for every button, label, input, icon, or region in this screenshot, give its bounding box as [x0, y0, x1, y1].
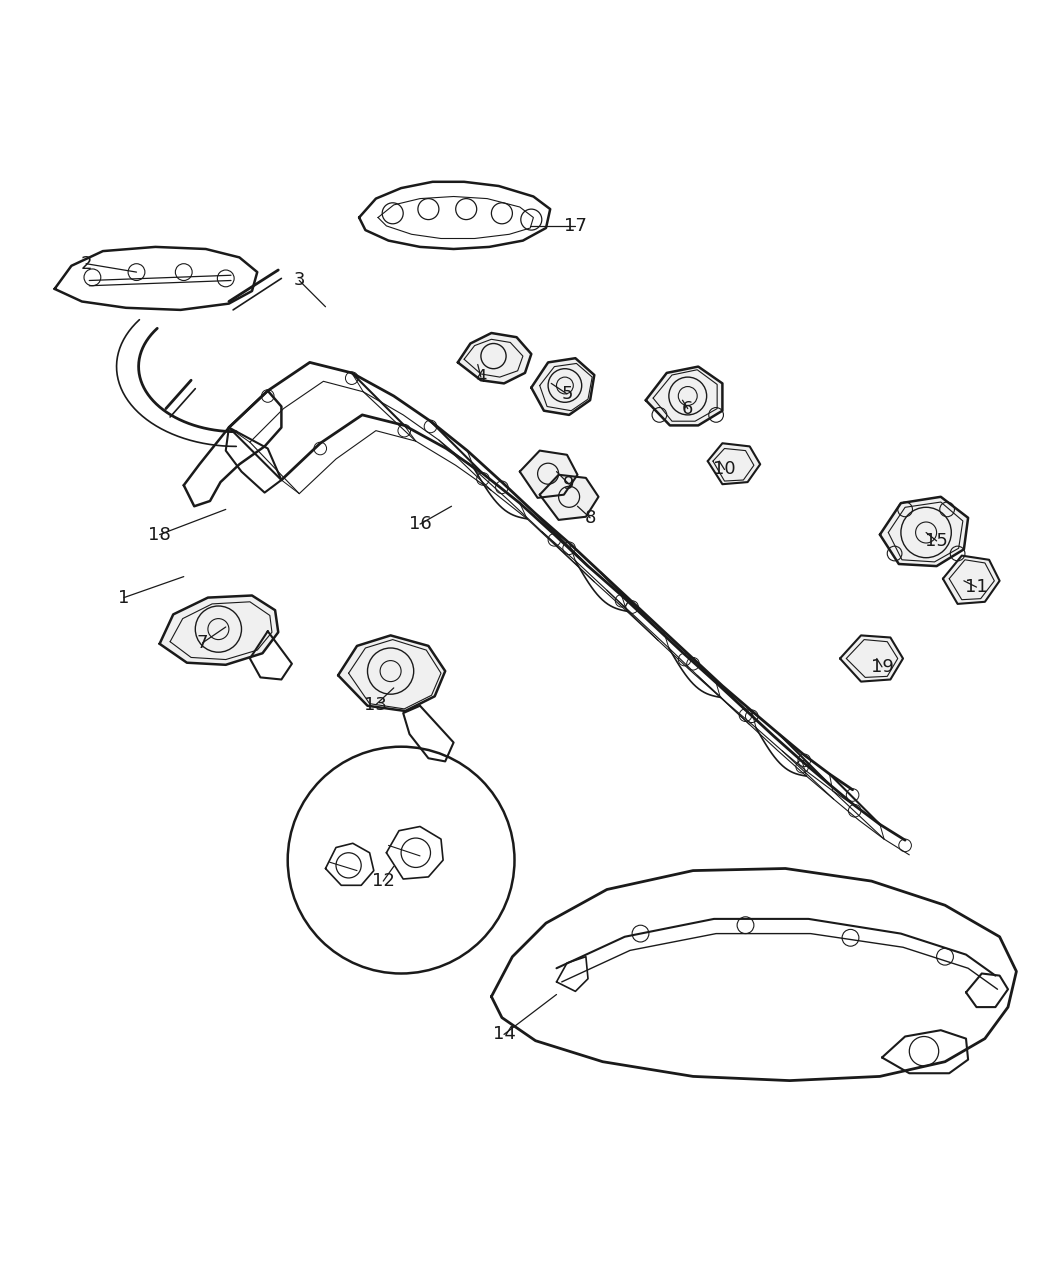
Text: 8: 8	[585, 509, 595, 527]
Text: 10: 10	[713, 460, 736, 478]
Polygon shape	[531, 358, 594, 414]
Text: 16: 16	[408, 515, 432, 533]
Polygon shape	[540, 474, 598, 520]
Text: 5: 5	[562, 385, 572, 403]
Text: 1: 1	[119, 589, 129, 607]
Text: 15: 15	[925, 532, 948, 550]
Text: 6: 6	[682, 399, 693, 418]
Polygon shape	[338, 635, 445, 711]
Text: 7: 7	[197, 634, 208, 652]
Text: 12: 12	[372, 872, 395, 890]
Polygon shape	[458, 333, 531, 384]
Polygon shape	[646, 367, 722, 426]
Polygon shape	[520, 450, 578, 497]
Text: 14: 14	[492, 1025, 516, 1043]
Polygon shape	[160, 595, 278, 664]
Text: 2: 2	[81, 255, 91, 273]
Text: 18: 18	[148, 525, 171, 543]
Text: 19: 19	[870, 658, 894, 676]
Text: 17: 17	[564, 217, 587, 235]
Text: 3: 3	[294, 272, 304, 289]
Polygon shape	[880, 497, 968, 566]
Polygon shape	[708, 444, 760, 484]
Text: 11: 11	[965, 578, 988, 597]
Polygon shape	[943, 556, 1000, 604]
Text: 13: 13	[364, 696, 387, 714]
Text: 4: 4	[476, 368, 486, 386]
Text: 9: 9	[564, 476, 574, 493]
Polygon shape	[840, 635, 903, 682]
